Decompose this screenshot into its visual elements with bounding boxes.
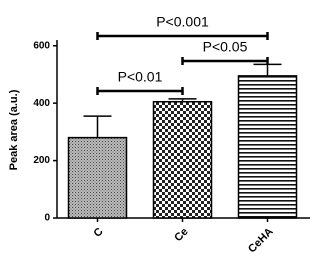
significance-bracket [181,57,269,65]
bar [237,75,298,219]
bar [152,100,213,219]
significance-label: P<0.05 [203,39,248,55]
significance-label: P<0.001 [156,14,209,30]
error-bar [83,115,112,138]
x-tick-label: CeHA [246,226,276,256]
error-bar [168,98,197,102]
y-tick-label: 600 [33,40,50,51]
significance-bracket [96,32,269,40]
significance-bracket [96,87,184,95]
bar [67,136,128,219]
y-tick-label: 0 [44,213,50,224]
y-tick-label: 400 [33,98,50,109]
y-axis-label: Peak area (a.u.) [8,89,20,170]
y-tick-label: 200 [33,155,50,166]
significance-label: P<0.01 [118,69,163,85]
x-tick-label: C [92,226,106,240]
error-bar [253,63,282,76]
x-tick-label: Ce [172,226,190,244]
